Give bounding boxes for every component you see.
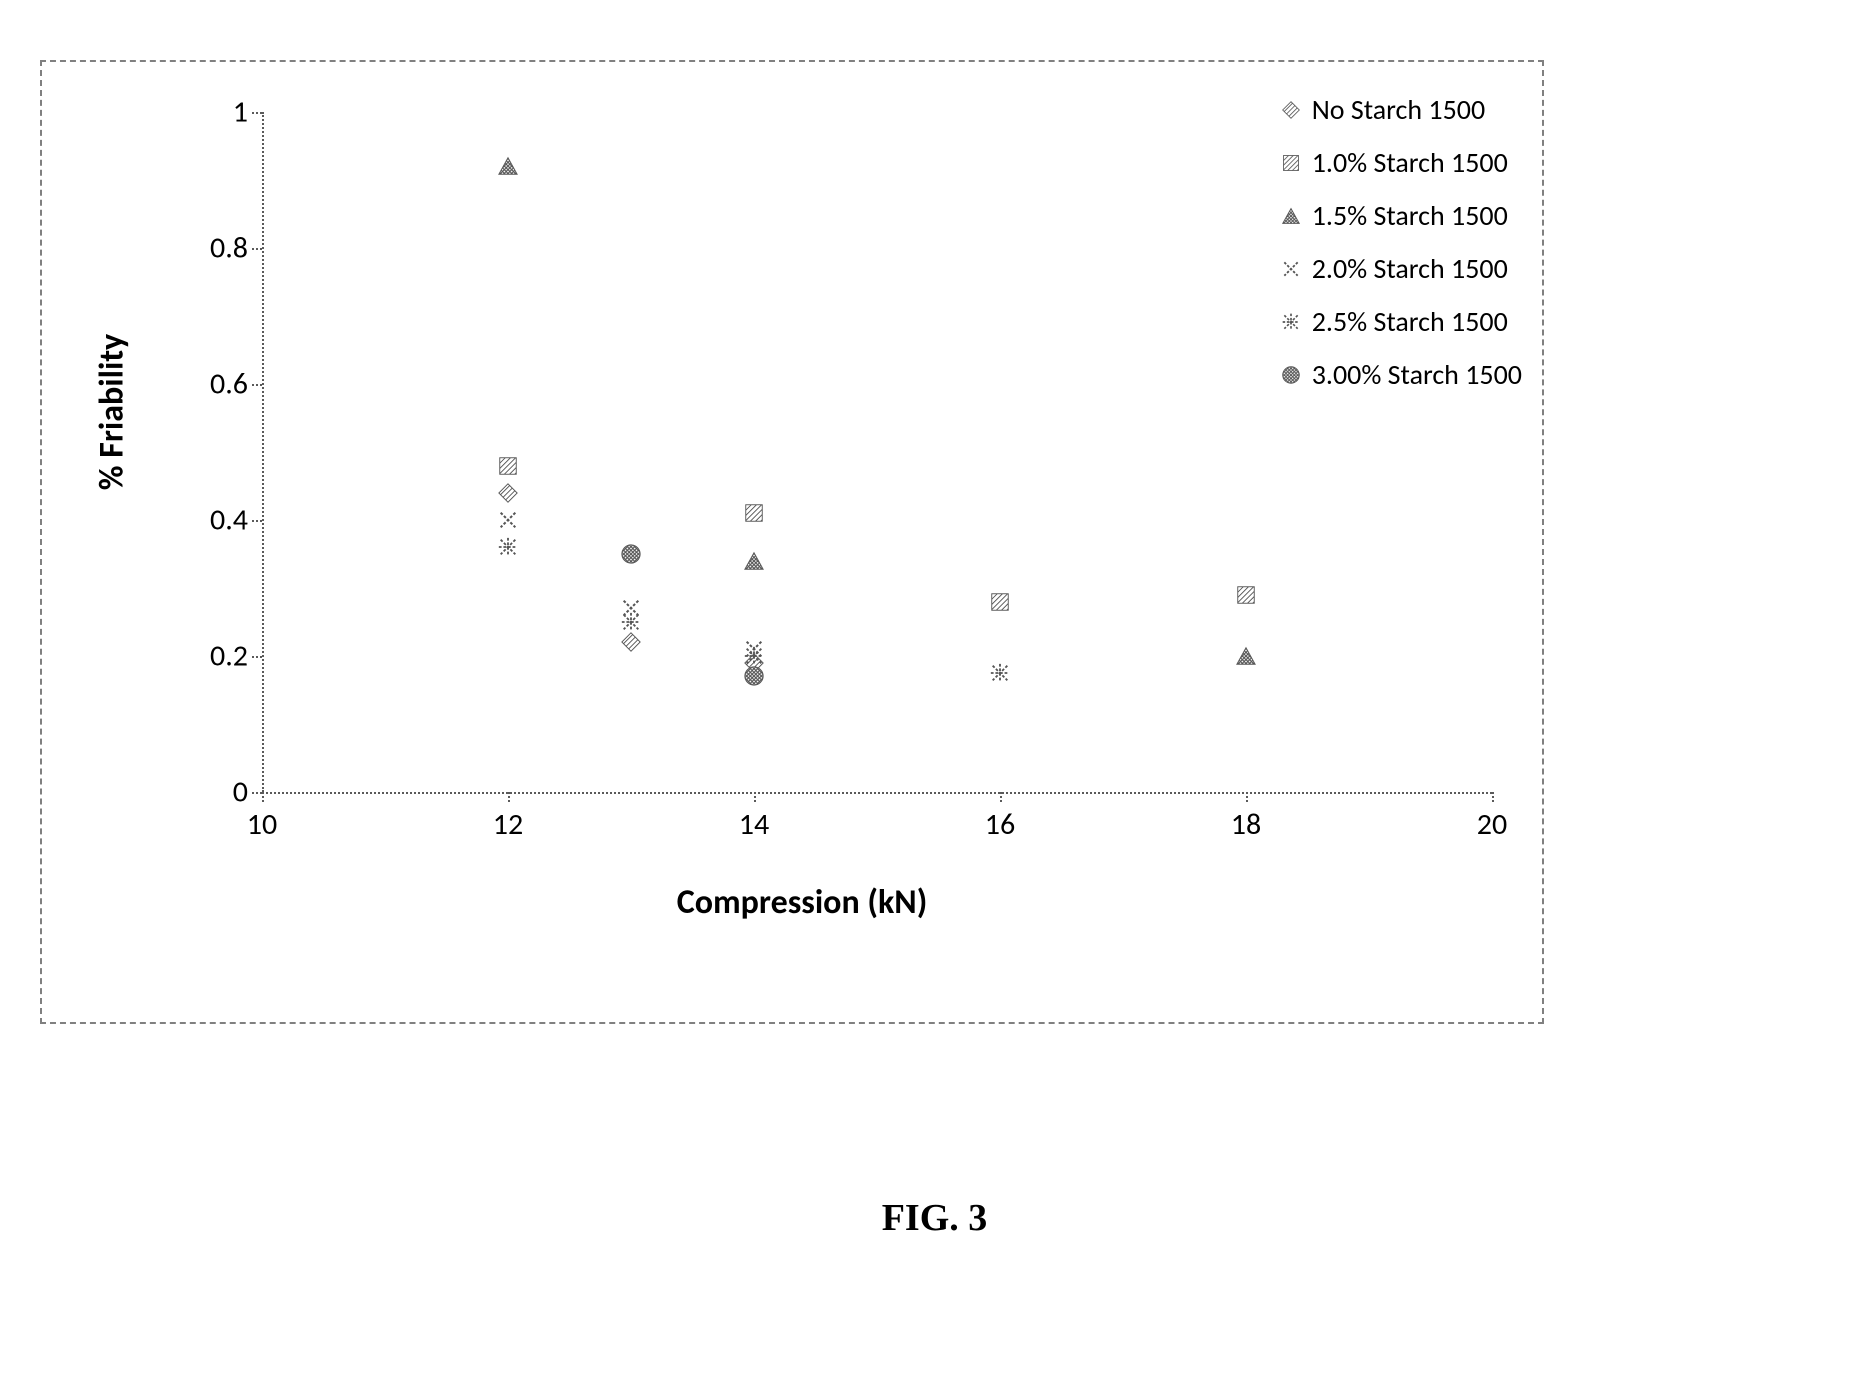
y-tick-label: 0.4 [210, 502, 262, 539]
data-point [497, 536, 519, 558]
x-tick-label: 16 [985, 792, 1015, 843]
x-tick-label: 14 [739, 792, 769, 843]
legend-item: 2.5% Starch 1500 [1280, 304, 1522, 339]
data-point [497, 155, 519, 177]
legend-label: 2.0% Starch 1500 [1312, 251, 1508, 286]
legend-label: 3.00% Starch 1500 [1312, 357, 1522, 392]
y-tick-label: 0.2 [210, 638, 262, 675]
diamond-icon [1280, 99, 1302, 121]
y-tick-label: 0.6 [210, 366, 262, 403]
data-point [743, 502, 765, 524]
data-point [1235, 645, 1257, 667]
legend-item: 2.0% Starch 1500 [1280, 251, 1522, 286]
data-point [989, 591, 1011, 613]
y-tick-label: 0.8 [210, 230, 262, 267]
figure-caption: FIG. 3 [882, 1196, 988, 1240]
chart-frame: % Friability Compression (kN) 00.20.40.6… [40, 60, 1544, 1024]
data-point [497, 455, 519, 477]
x-tick-label: 10 [247, 792, 277, 843]
data-point [497, 482, 519, 504]
legend-label: No Starch 1500 [1312, 92, 1485, 127]
page: % Friability Compression (kN) 00.20.40.6… [0, 0, 1869, 1400]
x-tick-label: 18 [1231, 792, 1261, 843]
legend-label: 1.5% Starch 1500 [1312, 198, 1508, 233]
legend-label: 2.5% Starch 1500 [1312, 304, 1508, 339]
x-axis-title: Compression (kN) [677, 882, 928, 923]
legend: No Starch 1500 1.0% Starch 1500 1.5% Sta… [1280, 92, 1522, 410]
data-point [620, 611, 642, 633]
y-axis-title: % Friability [92, 334, 133, 491]
legend-item: 3.00% Starch 1500 [1280, 357, 1522, 392]
data-point [620, 543, 642, 565]
legend-label: 1.0% Starch 1500 [1312, 145, 1508, 180]
data-point [989, 662, 1011, 684]
x-tick-label: 20 [1477, 792, 1507, 843]
legend-item: 1.5% Starch 1500 [1280, 198, 1522, 233]
x-axis-line [262, 792, 1492, 794]
y-tick-label: 1 [233, 94, 262, 131]
square-icon [1280, 152, 1302, 174]
x-tick-label: 12 [493, 792, 523, 843]
x-icon [1280, 258, 1302, 280]
data-point [743, 665, 765, 687]
legend-item: 1.0% Starch 1500 [1280, 145, 1522, 180]
asterisk-icon [1280, 311, 1302, 333]
data-point [743, 645, 765, 667]
data-point [743, 550, 765, 572]
legend-item: No Starch 1500 [1280, 92, 1522, 127]
circle-icon [1280, 364, 1302, 386]
y-axis-line [262, 112, 264, 792]
data-point [620, 631, 642, 653]
data-point [1235, 584, 1257, 606]
data-point [497, 509, 519, 531]
triangle-icon [1280, 205, 1302, 227]
